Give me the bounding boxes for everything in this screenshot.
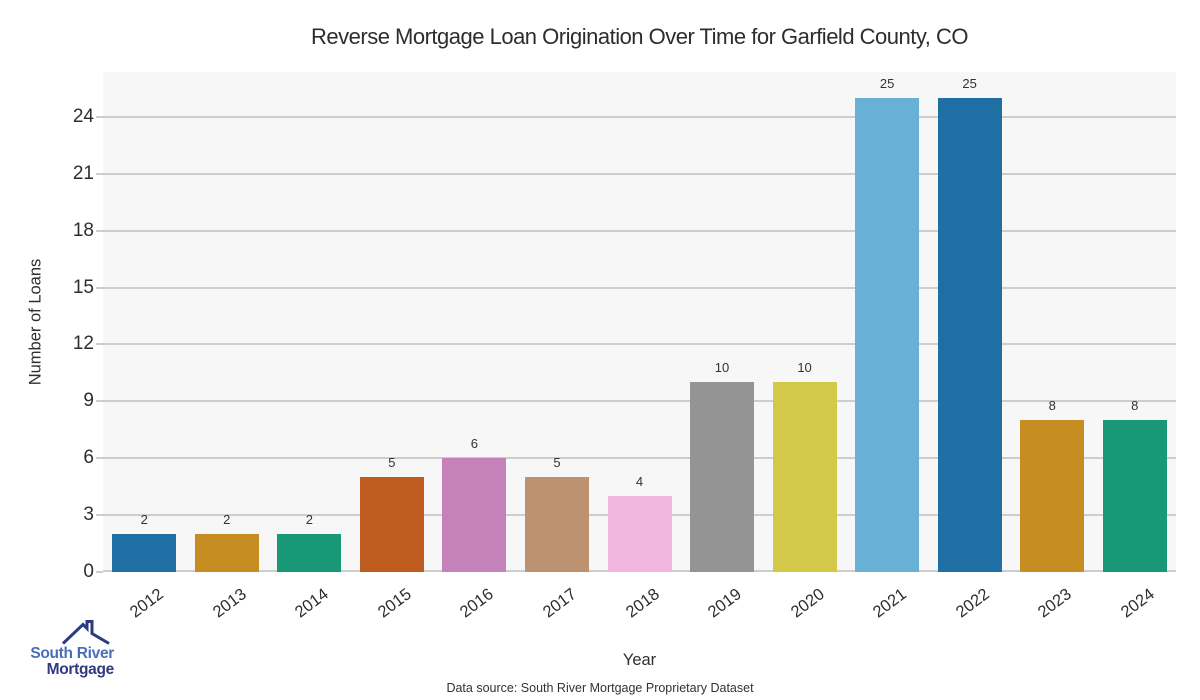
data-source-note: Data source: South River Mortgage Propri… (446, 681, 754, 695)
chart-title: Reverse Mortgage Loan Origination Over T… (311, 24, 968, 49)
logo-text-mortgage: Mortgage (46, 661, 115, 678)
y-tick-label: 12 (72, 333, 94, 355)
bar-2020 (772, 382, 837, 572)
bar-value-label: 2 (223, 512, 231, 528)
y-tick-mark (96, 400, 103, 403)
y-tick-mark (96, 229, 103, 232)
gridline (103, 343, 1176, 346)
bar-2018 (607, 496, 672, 572)
y-tick-label: 18 (72, 219, 94, 241)
bar-2016 (442, 458, 507, 572)
logo-text-south-river: South River (30, 645, 114, 662)
gridline (103, 286, 1176, 289)
y-tick-mark (96, 343, 103, 346)
bar-value-label: 10 (714, 360, 730, 376)
gridline (103, 172, 1176, 175)
y-tick-label: 9 (83, 390, 94, 412)
bar-value-label: 5 (388, 455, 396, 471)
gridline (103, 457, 1176, 460)
south-river-mortgage-logo: South River Mortgage (20, 618, 120, 682)
x-axis-title: Year (622, 651, 657, 669)
bar-value-label: 2 (305, 512, 313, 528)
gridline (103, 400, 1176, 403)
bar-value-label: 8 (1048, 398, 1056, 414)
y-tick-label: 21 (72, 162, 94, 184)
y-tick-mark (96, 286, 103, 289)
bar-value-label: 25 (879, 75, 895, 91)
bar-2023 (1020, 420, 1085, 572)
bar-value-label: 25 (962, 75, 977, 91)
bar-2017 (524, 477, 589, 572)
bar-2022 (937, 97, 1002, 572)
y-tick-label: 24 (72, 105, 94, 127)
bar-2015 (359, 477, 424, 572)
y-tick-mark (96, 172, 103, 175)
bar-2012 (112, 534, 177, 572)
bar-value-label: 6 (470, 436, 479, 452)
bar-value-label: 2 (140, 512, 148, 528)
y-tick-mark (96, 571, 103, 573)
y-tick-mark (96, 457, 103, 460)
bar-value-label: 5 (553, 455, 561, 471)
bar-value-label: 8 (1131, 398, 1139, 414)
y-tick-label: 6 (83, 447, 94, 469)
y-tick-label: 0 (83, 561, 94, 582)
bar-2024 (1102, 420, 1167, 572)
gridline (103, 229, 1176, 232)
y-tick-label: 15 (72, 276, 94, 298)
bar-value-label: 10 (797, 360, 812, 376)
y-tick-mark (96, 514, 103, 517)
plot-area: 2 2 2 5 6 5 4 10 10 25 25 8 8 (103, 72, 1176, 572)
bar-2014 (277, 534, 342, 572)
y-tick-label: 3 (83, 504, 94, 526)
gridline (103, 115, 1176, 118)
bar-2013 (194, 534, 259, 572)
bar-value-label: 4 (635, 474, 644, 490)
y-tick-mark (96, 115, 103, 118)
bar-2019 (690, 382, 755, 572)
house-roof-icon (62, 620, 110, 645)
bar-2021 (855, 97, 920, 572)
